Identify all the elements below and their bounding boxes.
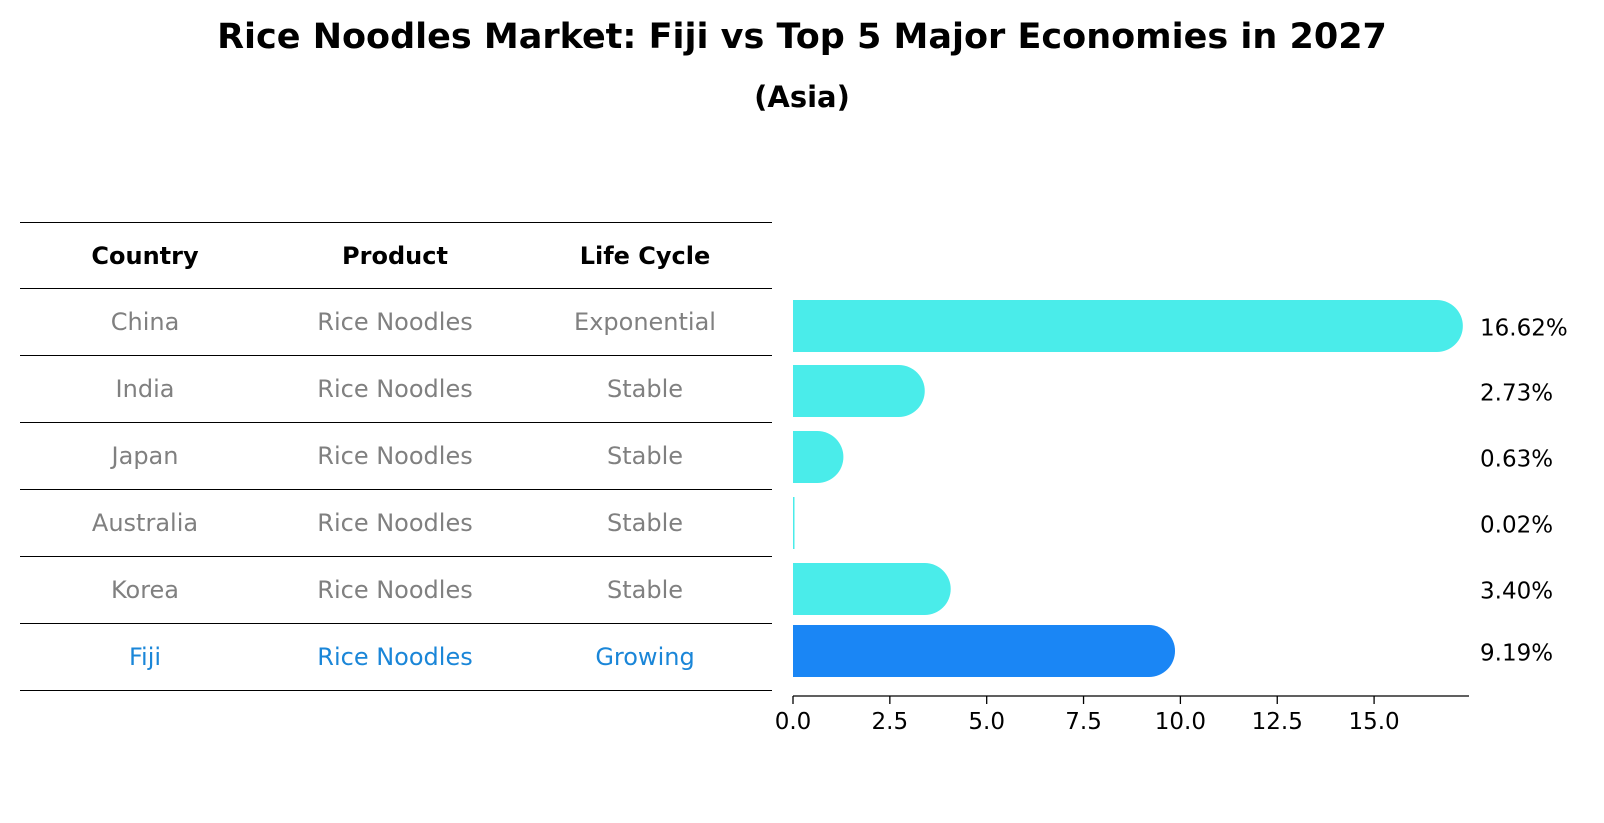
value-label-australia: 0.02% — [1480, 513, 1553, 539]
table-rule — [20, 623, 772, 624]
cell-country: China — [110, 307, 180, 336]
bar-japan — [793, 431, 844, 483]
table-rule — [20, 422, 772, 423]
table-row: Australia Rice Noodles Stable — [20, 489, 772, 556]
table-header-row: Country Product Life Cycle — [20, 222, 772, 289]
table-rule — [20, 556, 772, 557]
bar-china — [793, 300, 1463, 352]
chart-subtitle: (Asia) — [754, 80, 850, 114]
cell-life-cycle: Stable — [606, 575, 684, 604]
table-row: Fiji Rice Noodles Growing — [20, 623, 772, 690]
cell-country: Korea — [110, 575, 180, 604]
x-tick-label: 7.5 — [1065, 709, 1102, 735]
table-rule — [20, 288, 772, 289]
chart-title: Rice Noodles Market: Fiji vs Top 5 Major… — [217, 17, 1387, 57]
x-tick-label: 15.0 — [1348, 709, 1399, 735]
cell-country: Japan — [111, 441, 179, 470]
header-country: Country — [91, 241, 199, 270]
cell-life-cycle: Stable — [606, 441, 684, 470]
cell-product: Rice Noodles — [317, 508, 473, 537]
x-tick-label: 5.0 — [968, 709, 1005, 735]
table-rule — [20, 690, 772, 691]
cell-product: Rice Noodles — [317, 441, 473, 470]
cell-life-cycle: Stable — [606, 374, 684, 403]
x-tick-label: 0.0 — [775, 709, 812, 735]
cell-life-cycle: Exponential — [574, 307, 716, 336]
x-tick-label: 2.5 — [872, 709, 909, 735]
table-rule — [20, 355, 772, 356]
cell-life-cycle: Stable — [606, 508, 684, 537]
x-tick-label: 10.0 — [1155, 709, 1206, 735]
cell-country: Fiji — [128, 642, 162, 671]
cell-country: Australia — [91, 508, 199, 537]
bar-korea — [793, 563, 951, 615]
value-label-china: 16.62% — [1480, 316, 1568, 342]
cell-product: Rice Noodles — [317, 642, 473, 671]
value-label-fiji: 9.19% — [1480, 641, 1553, 667]
table-row: China Rice Noodles Exponential — [20, 288, 772, 355]
cell-country: India — [115, 374, 175, 403]
value-label-japan: 0.63% — [1480, 447, 1553, 473]
x-tick-label: 12.5 — [1252, 709, 1303, 735]
cell-product: Rice Noodles — [317, 307, 473, 336]
cell-life-cycle: Growing — [595, 642, 695, 671]
bar-australia — [793, 497, 795, 549]
header-product: Product — [342, 241, 448, 270]
cell-product: Rice Noodles — [317, 575, 473, 604]
bar-india — [793, 365, 925, 417]
table-row: Japan Rice Noodles Stable — [20, 422, 772, 489]
table-rule — [20, 489, 772, 490]
value-label-india: 2.73% — [1480, 381, 1553, 407]
table-row: India Rice Noodles Stable — [20, 355, 772, 422]
cell-product: Rice Noodles — [317, 374, 473, 403]
table-row: Korea Rice Noodles Stable — [20, 556, 772, 623]
bar-fiji — [793, 625, 1176, 677]
table-rule — [20, 222, 772, 223]
header-life-cycle: Life Cycle — [579, 241, 711, 270]
value-label-korea: 3.40% — [1480, 579, 1553, 605]
